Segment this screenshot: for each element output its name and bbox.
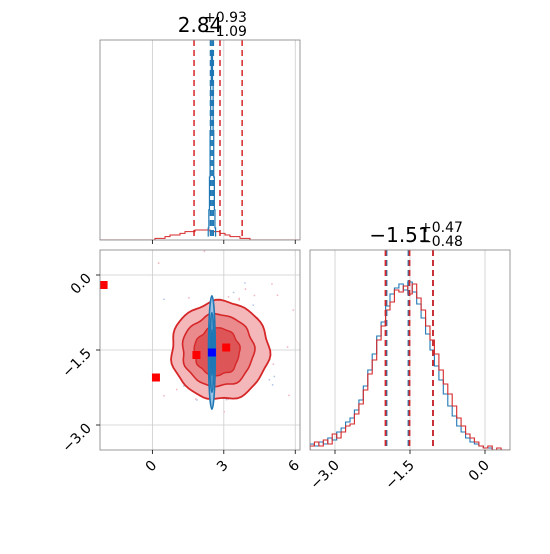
- x-tick-label: 3: [214, 458, 232, 476]
- scatter-sample: [163, 298, 165, 301]
- scatter-sample: [244, 288, 247, 290]
- scatter-sample: [203, 250, 206, 253]
- marginal-param1-panel: [99, 39, 301, 244]
- param1-median: 2.84: [178, 13, 223, 37]
- scatter-sample: [157, 262, 160, 264]
- marginal-param2-panel: [309, 249, 511, 454]
- scatter-sample: [227, 295, 230, 298]
- scatter-sample: [225, 398, 228, 401]
- panel-background: [100, 40, 300, 240]
- scatter-sample: [276, 294, 279, 297]
- y-tick-label: −1.5: [59, 346, 94, 381]
- scatter-sample: [175, 388, 178, 391]
- param1-title-lower: −1.09: [204, 24, 247, 40]
- scatter-sample: [271, 383, 274, 386]
- scatter-sample: [268, 378, 271, 381]
- scatter-sample: [286, 346, 289, 348]
- marker-red: [192, 351, 201, 359]
- scatter-sample: [253, 294, 256, 297]
- marker-red: [151, 373, 160, 382]
- marginal1-content: [100, 40, 300, 240]
- param2-title-upper: +0.47: [420, 220, 463, 236]
- param1-title: 2.84: [178, 13, 223, 37]
- marker-red: [100, 281, 108, 289]
- marker-red: [222, 343, 231, 352]
- scatter-sample: [292, 309, 295, 312]
- scatter-sample: [272, 363, 275, 366]
- joint-content: [100, 250, 295, 413]
- scatter-sample: [238, 299, 241, 301]
- x-tick-label: 0.0: [466, 458, 493, 485]
- param2-median: −1.51: [369, 223, 430, 247]
- scatter-sample: [244, 282, 246, 284]
- scatter-sample: [273, 375, 276, 378]
- scatter-sample: [194, 398, 197, 400]
- x-tick-label: −3.0: [307, 458, 342, 493]
- marginal2-content: [310, 250, 510, 450]
- scatter-sample: [271, 283, 273, 285]
- scatter-sample: [238, 297, 241, 300]
- marker-blue: [207, 348, 216, 357]
- histogram-red-param1: [100, 229, 300, 240]
- panel-frame: [99, 39, 301, 241]
- x-tick-label: 6: [285, 457, 303, 475]
- scatter-sample: [188, 296, 190, 299]
- param1-title-upper: +0.93: [204, 10, 247, 26]
- scatter-sample: [232, 291, 235, 294]
- param2-title: −1.51: [369, 223, 430, 247]
- x-tick-label: −1.5: [382, 458, 417, 493]
- y-tick-label: −3.0: [59, 421, 94, 456]
- x-tick-label: 0: [143, 458, 161, 476]
- scatter-sample: [223, 410, 226, 413]
- scatter-sample: [163, 394, 165, 397]
- param2-title-lower: −0.48: [420, 234, 463, 250]
- scatter-sample: [196, 399, 198, 401]
- y-tick-label: 0.0: [68, 271, 95, 298]
- scatter-sample: [288, 394, 290, 397]
- joint-panel: [96, 249, 301, 454]
- scatter-sample: [252, 304, 255, 306]
